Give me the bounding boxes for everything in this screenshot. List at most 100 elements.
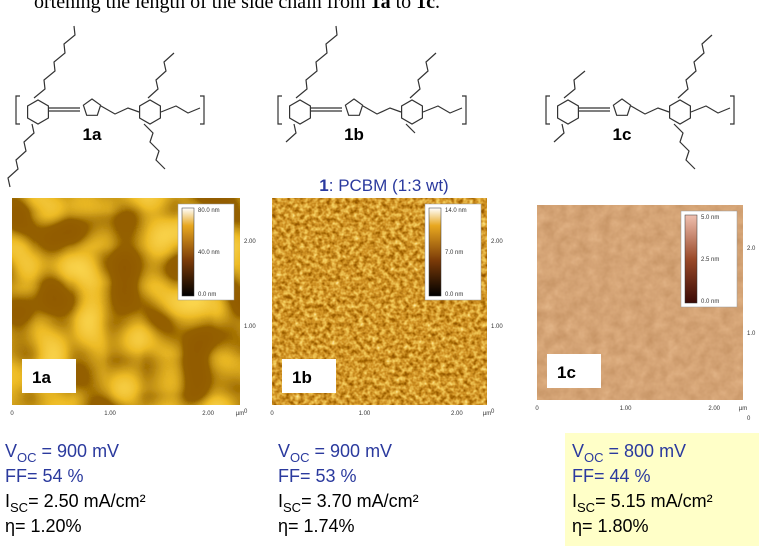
blend-bold: 1 [319,176,328,195]
stat-rest: = 800 mV [604,441,687,461]
scale-label: 14.0 nm [445,208,467,214]
caption: ortening the length of the side chain fr… [34,0,440,13]
y-axis-label: 1.00 [244,324,256,330]
caption-text: . [435,0,440,13]
side-chain [144,124,165,169]
scale-label: 80.0 nm [198,208,220,214]
stat-line: FF= 53 % [278,466,357,486]
vinylene [363,106,401,114]
scale-label: 7.0 nm [445,250,463,256]
stat-main: FF= 53 % [278,466,357,486]
stat-line: η= 1.74% [278,516,355,536]
figure: ortening the length of the side chain fr… [0,0,759,546]
y-axis-label: 0 [491,409,495,415]
x-axis-label: 1.00 [104,411,116,417]
vinylene [101,106,139,114]
side-chain [564,71,585,98]
x-axis-label: µm [236,411,244,417]
bracket [16,96,20,124]
stat-line: FF= 54 % [5,466,84,486]
scale-label: 0.0 nm [445,292,463,298]
stat-main: η= 1.80% [572,516,649,536]
y-axis-label: 0 [747,416,751,422]
stat-line: VOC = 900 mV [5,441,119,465]
side-chain [410,53,436,98]
x-axis-label: µm [483,411,491,417]
afm-label: 1a [32,368,51,387]
x-axis-label: 2.00 [202,411,214,417]
blend-text: : PCBM (1:3 wt) [329,176,449,195]
side-chain [286,124,296,142]
benzene-ring [290,100,311,124]
x-axis-label: 0 [535,406,539,412]
vinylene [631,106,669,114]
stat-rest: = 900 mV [310,441,393,461]
caption-text: to [391,0,417,13]
x-axis-label: 2.00 [451,411,463,417]
bracket [546,96,550,124]
caption-bold: 1c [416,0,435,13]
benzene-ring [28,100,49,124]
chemical-structure [546,35,734,169]
y-axis-label: 0 [244,409,248,415]
caption-bold: 1a [371,0,391,13]
side-chain [554,124,564,142]
y-axis-label: 2.00 [244,239,256,245]
stat-main: V [5,441,17,461]
side-chain [674,124,695,169]
stat-sub: OC [17,450,37,465]
side-chain [34,26,75,98]
bracket [278,96,282,124]
y-axis-label: 1.00 [491,324,503,330]
color-scale [182,208,194,296]
bracket [462,96,466,124]
stat-line: ISC= 3.70 mA/cm² [278,491,419,515]
stat-main: FF= 44 % [572,466,651,486]
benzene-ring [558,100,579,124]
thiophene-ring [83,99,100,115]
afm-label: 1c [557,363,576,382]
chemical-structure [8,26,204,187]
thiophene-ring [613,99,630,115]
stat-main: V [278,441,290,461]
y-axis-label: 2.00 [491,239,503,245]
x-axis-label: µm [739,406,747,412]
stat-rest: = 3.70 mA/cm² [301,491,419,511]
stat-line: η= 1.80% [572,516,649,536]
y-axis-label: 2.0 [747,246,756,252]
stat-line: FF= 44 % [572,466,651,486]
scale-label: 0.0 nm [198,292,216,298]
chemical-structure [278,26,466,142]
side-chain [8,124,34,187]
thiophene-ring [345,99,362,115]
scale-label: 2.5 nm [701,257,719,263]
x-axis-label: 1.00 [620,406,632,412]
stat-sub: SC [577,500,595,515]
x-axis-label: 0 [270,411,274,417]
x-axis-label: 0 [10,411,14,417]
stat-main: η= 1.74% [278,516,355,536]
blend-label: 1: PCBM (1:3 wt) [319,176,448,195]
caption-text: ortening the length of the side chain fr… [34,0,371,13]
scale-label: 0.0 nm [701,299,719,305]
stat-main: FF= 54 % [5,466,84,486]
side-chain [296,26,337,98]
color-scale [429,208,441,296]
side-chain [148,53,174,98]
y-axis-label: 1.0 [747,331,756,337]
vinylene [161,106,200,113]
stat-sub: OC [290,450,310,465]
bracket [730,96,734,124]
benzene-ring [670,100,691,124]
compound-label: 1c [613,125,632,144]
stat-main: V [572,441,584,461]
bracket [200,96,204,124]
scale-label: 40.0 nm [198,250,220,256]
stat-line: ISC= 2.50 mA/cm² [5,491,146,515]
x-axis-label: 2.00 [708,406,720,412]
compound-label: 1a [83,125,102,144]
stat-rest: = 2.50 mA/cm² [28,491,146,511]
side-chain [678,35,712,98]
stat-line: VOC = 900 mV [278,441,392,465]
compound-label: 1b [344,125,364,144]
